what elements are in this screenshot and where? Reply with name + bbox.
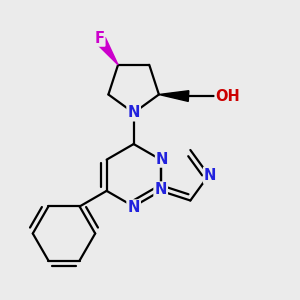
Polygon shape: [97, 38, 118, 65]
Text: OH: OH: [216, 88, 240, 104]
Text: N: N: [154, 182, 167, 197]
Text: N: N: [128, 200, 140, 215]
Text: F: F: [94, 31, 104, 46]
Text: N: N: [156, 152, 168, 166]
Text: N: N: [204, 168, 216, 183]
Text: N: N: [128, 105, 140, 120]
Polygon shape: [159, 91, 189, 101]
